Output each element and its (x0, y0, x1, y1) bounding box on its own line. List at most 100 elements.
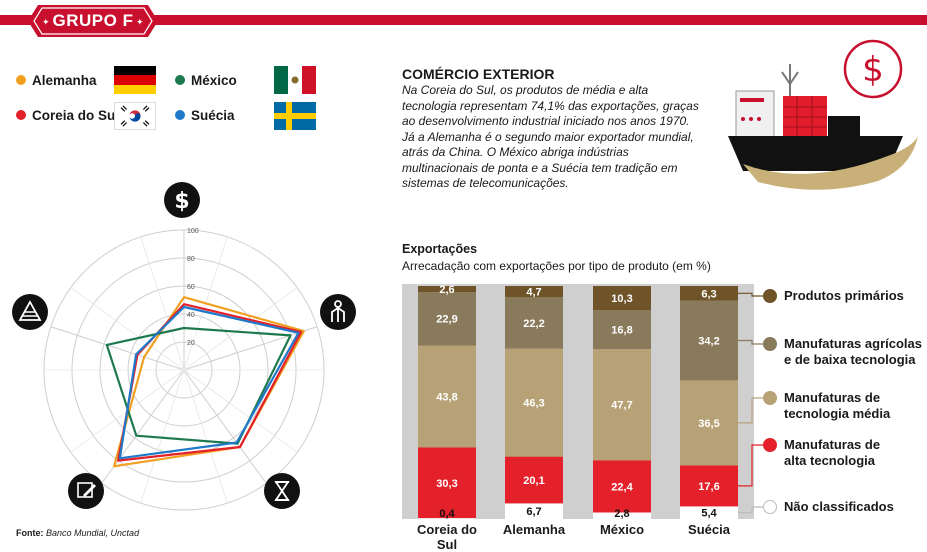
legend-dot (175, 110, 185, 121)
article-body: Na Coreia do Sul, os produtos de média e… (402, 83, 699, 190)
bar-value-label: 34,2 (698, 336, 719, 348)
legend-swatch (763, 500, 777, 514)
bar-segment (680, 380, 738, 466)
bar-value-label: 2,6 (439, 284, 454, 296)
radar-spoke (50, 326, 185, 371)
legend-item-mexico: México (175, 70, 237, 92)
bar-segment (593, 310, 651, 350)
header-rule (0, 15, 927, 25)
radar-minor-spoke (70, 287, 185, 371)
radar-minor-spoke (140, 369, 185, 504)
radar-grid (43, 229, 325, 511)
bar-segment (418, 345, 476, 448)
exports-title: Exportações (402, 242, 478, 256)
group-badge: ✦ ✦ (28, 5, 158, 37)
legend-category-line: Manufaturas agrícolas (784, 336, 922, 351)
bar-value-label: 6,7 (526, 506, 541, 518)
bar-value-label: 46,3 (523, 398, 544, 410)
legend-swatch (763, 337, 777, 351)
legend-swatch (763, 438, 777, 452)
legend-category-line: Produtos primários (784, 288, 904, 303)
legend-dot (175, 75, 185, 86)
bar-value-label: 30,3 (436, 478, 457, 490)
bar-category-label: Suécia (688, 522, 730, 537)
bar-segment (593, 512, 651, 519)
bar-segment (505, 503, 563, 519)
bar-segment (680, 300, 738, 381)
bar-value-label: 43,8 (436, 391, 457, 403)
legend-item-coreia-do-sul: Coreia do Sul (16, 105, 119, 127)
bar-segment (680, 506, 738, 519)
bar-segment (505, 456, 563, 504)
south-korea-flag (114, 102, 156, 130)
bar-value-label: 6,3 (701, 288, 716, 300)
bar-value-label: 22,9 (436, 314, 457, 326)
legend-item-suecia: Suécia (175, 105, 235, 127)
radar-series-méxico (105, 326, 292, 445)
legend-leader-line (738, 506, 763, 514)
legend-category-label: Não classificados (784, 499, 894, 515)
bar-value-label: 47,7 (611, 400, 632, 412)
radar-axis-icons: $ (12, 182, 356, 509)
bar-value-label: 36,5 (698, 418, 719, 430)
bar-segment (680, 465, 738, 507)
radar-minor-spoke (183, 369, 228, 504)
legend-dot (16, 110, 26, 121)
radar-minor-spoke (183, 369, 298, 453)
bar-segment (505, 348, 563, 457)
radar-spoke (183, 369, 267, 484)
radar-tick-label: 80 (187, 256, 195, 263)
legend-dot (16, 75, 26, 86)
bar-value-label: 20,1 (523, 475, 544, 487)
radar-tick-label: 60 (187, 284, 195, 291)
bar-value-label: 5,4 (701, 508, 717, 520)
legend-category-label: Produtos primários (784, 288, 904, 304)
bar-value-label: 16,8 (611, 325, 632, 337)
legend-category-line: Não classificados (784, 499, 894, 514)
mexico-flag (274, 66, 316, 94)
legend-category-line: Manufaturas de (784, 390, 881, 405)
legend-swatch (763, 289, 777, 303)
svg-text:$: $ (174, 189, 189, 214)
bar-segment (593, 286, 651, 310)
legend-category-label: Manufaturas de alta tecnologia (784, 437, 880, 469)
bar-segment (418, 286, 476, 293)
bar-segment (505, 297, 563, 349)
bar-segment (593, 349, 651, 461)
bar-segment (680, 286, 738, 301)
bar-value-labels: 0,4 30,3 43,8 22,9 2,6 6,7 20,1 46,3 22,2 4,7 2,8 2… (436, 284, 719, 520)
legend-label: México (191, 73, 237, 88)
exports-subtitle: Arrecadação com exportações por tipo de … (402, 259, 711, 273)
radar-minor-spoke (140, 236, 185, 371)
legend-swatch (763, 391, 777, 405)
bar-value-label: 22,2 (523, 318, 544, 330)
hourglass-icon (264, 473, 300, 509)
legend-label: Alemanha (32, 73, 97, 88)
radar-tick-label: 40 (187, 312, 195, 319)
bar-value-label: 10,3 (611, 293, 632, 305)
article-title: COMÉRCIO EXTERIOR (402, 66, 555, 82)
legend-category-label: Manufaturas de tecnologia média (784, 390, 890, 422)
bar-value-label: 2,8 (614, 508, 629, 520)
radar-chart: 20 40 60 80 100 $ (12, 182, 356, 511)
legend-label: Suécia (191, 108, 235, 123)
legend-leader-line (738, 339, 763, 345)
bar-value-label: 4,7 (526, 287, 541, 299)
bar-segments (418, 286, 738, 519)
money-icon: $ (164, 182, 200, 218)
bar-segment (418, 447, 476, 519)
radar-series-alemanha (112, 296, 305, 468)
germany-flag (114, 66, 156, 94)
legend-category-label: Manufaturas agrícolas e de baixa tecnolog… (784, 336, 922, 368)
sweden-flag (274, 102, 316, 130)
bar-value-label: 22,4 (611, 481, 633, 493)
legend-leader-line (738, 444, 763, 487)
svg-text:✦: ✦ (136, 18, 144, 28)
radar-minor-spoke (183, 287, 298, 371)
cargo-ship-illustration: $ (728, 39, 918, 190)
bar-category-label: Coreia do Sul (417, 522, 477, 552)
radar-series (105, 296, 305, 468)
radar-series-suécia (118, 305, 300, 460)
radar-tick-labels: 20 40 60 80 100 (187, 228, 199, 347)
bar-segment (418, 518, 476, 519)
